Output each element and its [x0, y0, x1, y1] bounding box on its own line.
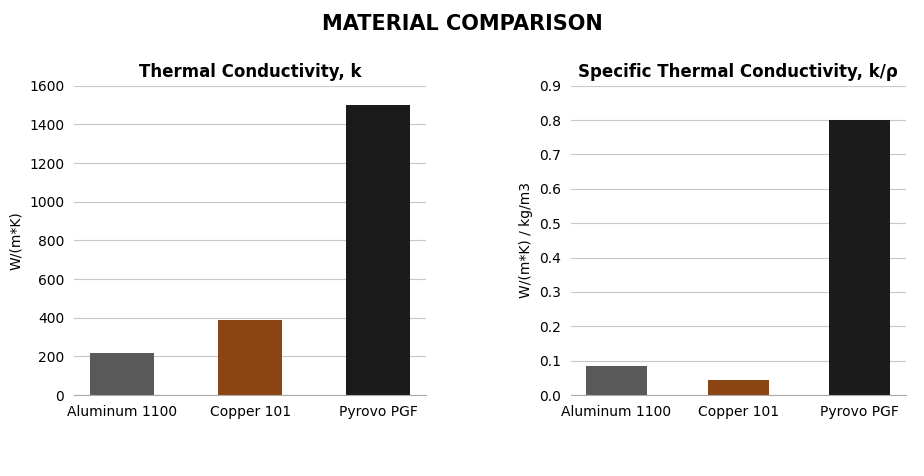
Text: MATERIAL COMPARISON: MATERIAL COMPARISON — [322, 14, 602, 34]
Bar — [586, 366, 647, 395]
Title: Thermal Conductivity, k: Thermal Conductivity, k — [139, 63, 361, 81]
Bar — [708, 380, 769, 395]
Y-axis label: W/(m*K): W/(m*K) — [9, 211, 23, 270]
Y-axis label: W/(m*K) / kg/m3: W/(m*K) / kg/m3 — [519, 182, 533, 298]
Bar — [90, 353, 154, 395]
Bar — [346, 105, 410, 395]
Title: Specific Thermal Conductivity, k/ρ: Specific Thermal Conductivity, k/ρ — [578, 63, 898, 81]
Bar — [218, 320, 282, 395]
Bar — [830, 120, 891, 395]
